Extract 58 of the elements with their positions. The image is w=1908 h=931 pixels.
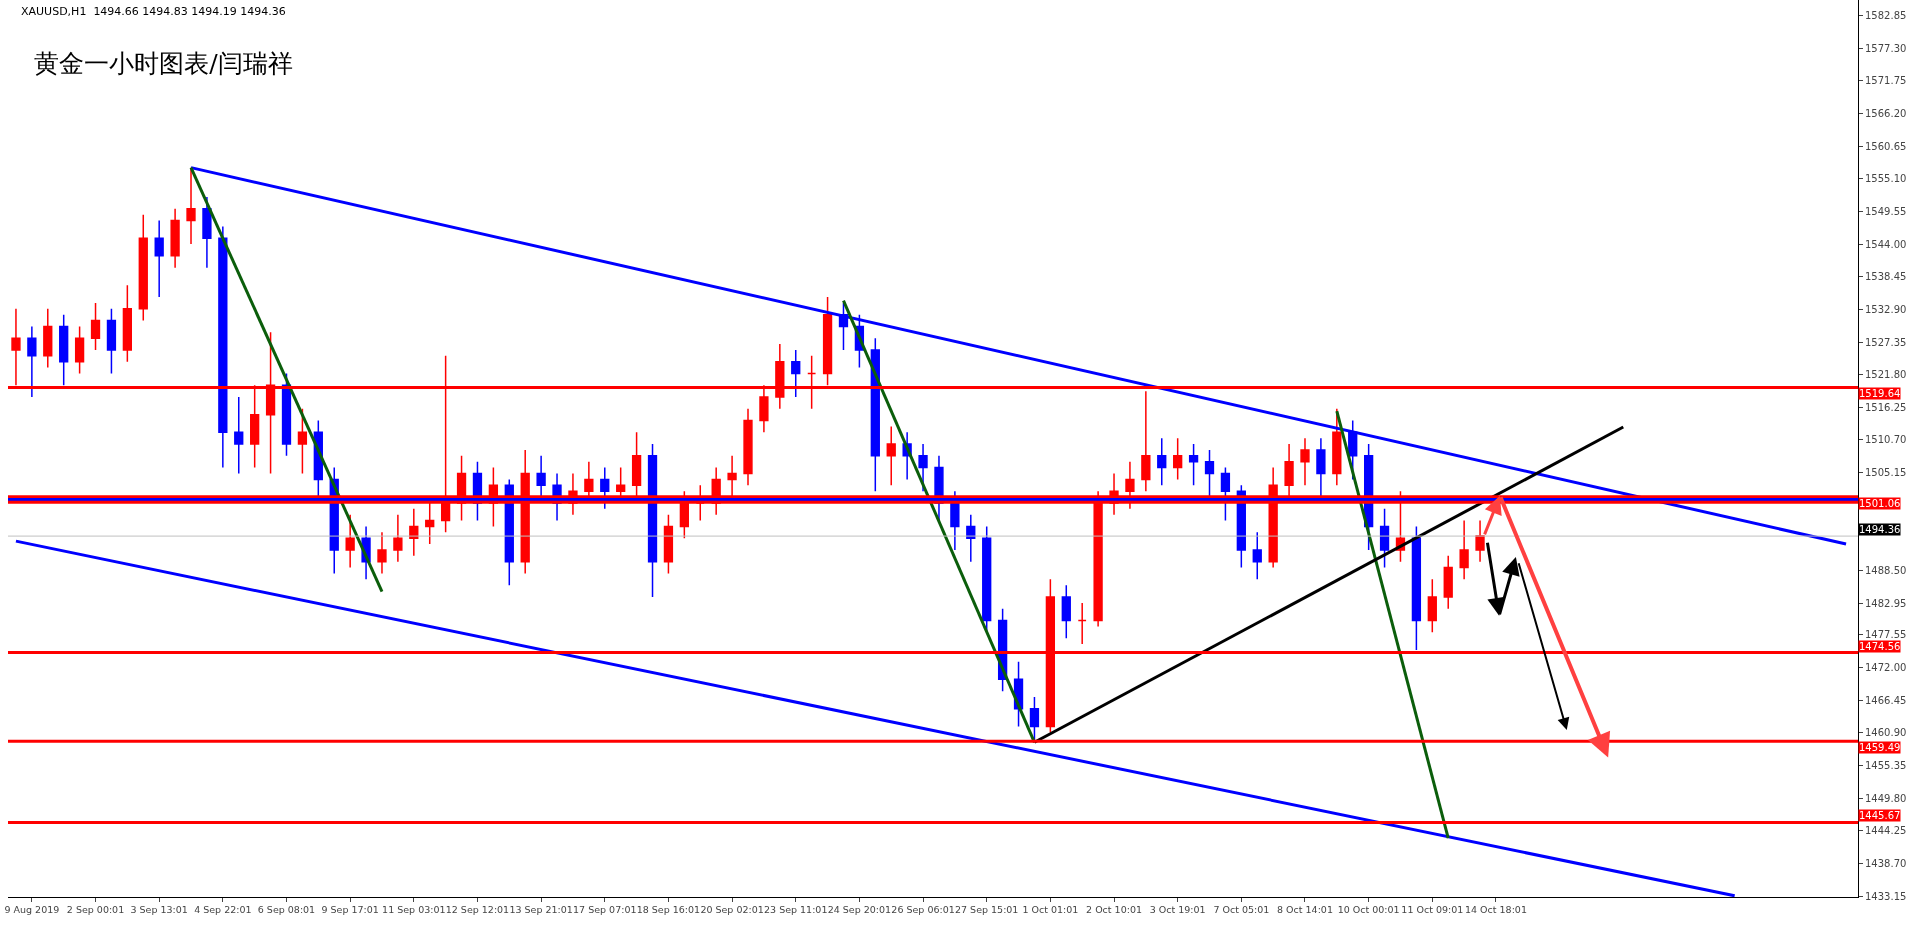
- y-tick-label: 1549.55: [1865, 205, 1907, 217]
- y-tick-label: 1455.35: [1865, 760, 1907, 772]
- y-tick-label: 1472.00: [1865, 662, 1907, 674]
- y-tick-label: 1438.70: [1865, 857, 1907, 869]
- y-tick-label: 1466.45: [1865, 694, 1907, 706]
- x-tick-label: 3 Oct 19:01: [1149, 904, 1206, 916]
- x-tick-label: 11 Sep 03:01: [382, 904, 446, 916]
- x-tick-label: 9 Aug 2019: [4, 904, 60, 916]
- x-tick-label: 2 Oct 10:01: [1086, 904, 1142, 916]
- y-tick-label: 1538.45: [1865, 271, 1907, 283]
- x-tick-label: 24 Sep 20:01: [827, 904, 892, 916]
- annotation: XAUUSD,H1 1494.66 1494.83 1494.19 1494.36: [21, 5, 286, 18]
- x-tick-label: 12 Sep 12:01: [445, 904, 510, 916]
- ref-line-label: 1474.56: [1859, 641, 1901, 652]
- x-tick-label: 10 Oct 00:01: [1337, 904, 1400, 916]
- y-tick-label: 1521.80: [1865, 369, 1907, 381]
- x-tick-label: 2 Sep 00:01: [66, 904, 125, 916]
- y-tick-label: 1460.90: [1865, 727, 1907, 739]
- ref-line-label: 1519.64: [1859, 388, 1901, 399]
- x-tick-label: 4 Sep 22:01: [194, 904, 252, 916]
- y-tick-label: 1555.10: [1865, 173, 1907, 185]
- y-tick-label: 1544.00: [1865, 238, 1907, 250]
- y-tick-label: 1505.15: [1865, 467, 1907, 479]
- y-tick-label: 1482.95: [1865, 597, 1907, 609]
- y-tick-label: 1527.35: [1865, 336, 1907, 348]
- x-tick-label: 13 Sep 21:01: [509, 904, 573, 916]
- y-tick-label: 1510.70: [1865, 434, 1907, 446]
- y-tick-label: 1444.25: [1865, 825, 1907, 837]
- y-tick-label: 1532.90: [1865, 303, 1907, 315]
- x-tick-label: 1 Oct 01:01: [1022, 904, 1079, 916]
- y-tick-label: 1566.20: [1865, 108, 1907, 120]
- y-tick-label: 1449.80: [1865, 792, 1907, 804]
- ref-line-label: 1494.36: [1859, 524, 1901, 535]
- x-tick-label: 14 Oct 18:01: [1464, 904, 1527, 916]
- x-tick-label: 27 Sep 15:01: [955, 904, 1019, 916]
- x-tick-label: 9 Sep 17:01: [321, 904, 379, 916]
- x-tick-label: 3 Sep 13:01: [130, 904, 188, 916]
- ref-line-label: 1445.67: [1859, 810, 1901, 821]
- text: 黄金一小时图表/闫瑞祥: [34, 48, 293, 78]
- x-tick-label: 6 Sep 08:01: [257, 904, 316, 916]
- y-tick-label: 1560.65: [1865, 140, 1907, 152]
- x-tick-label: 11 Oct 09:01: [1401, 904, 1464, 916]
- x-tick-label: 20 Sep 02:01: [700, 904, 764, 916]
- y-tick-label: 1577.30: [1865, 42, 1907, 54]
- x-tick-label: 26 Sep 06:01: [891, 904, 955, 916]
- ref-line-label: 1501.06: [1859, 498, 1901, 509]
- x-tick-label: 18 Sep 16:01: [636, 904, 701, 916]
- y-tick-label: 1488.50: [1865, 565, 1907, 577]
- x-tick-label: 23 Sep 11:01: [764, 904, 828, 916]
- y-tick-label: 1571.75: [1865, 75, 1907, 87]
- x-tick-label: 8 Oct 14:01: [1277, 904, 1333, 916]
- x-tick-label: 7 Oct 05:01: [1213, 904, 1270, 916]
- y-tick-label: 1433.15: [1865, 890, 1907, 902]
- y-tick-label: 1516.25: [1865, 401, 1907, 413]
- y-tick-label: 1582.85: [1865, 10, 1907, 22]
- x-tick-label: 17 Sep 07:01: [573, 904, 637, 916]
- y-tick-label: 1477.55: [1865, 629, 1907, 641]
- ref-line-label: 1459.49: [1859, 742, 1901, 753]
